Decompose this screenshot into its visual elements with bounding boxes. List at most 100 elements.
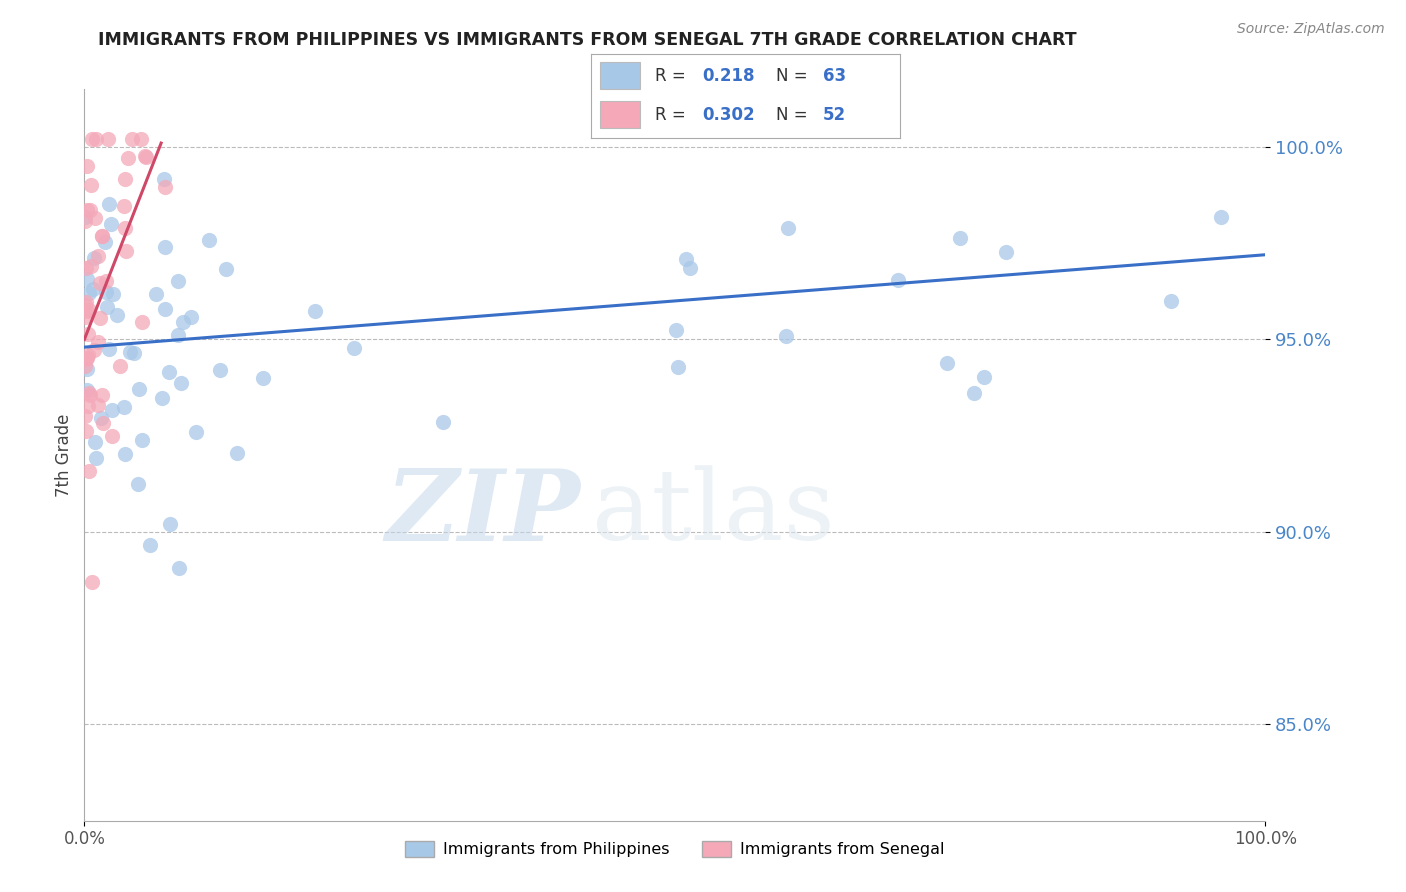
Point bbox=[97, 342, 120, 356]
Point bbox=[887, 273, 910, 287]
Point bbox=[80, 178, 103, 192]
Point bbox=[87, 249, 110, 263]
Point bbox=[1209, 210, 1232, 224]
Point bbox=[90, 388, 112, 402]
Point bbox=[76, 327, 98, 342]
Point bbox=[75, 211, 97, 225]
Point bbox=[432, 415, 454, 429]
Point bbox=[666, 359, 689, 374]
Point bbox=[77, 303, 100, 318]
Point bbox=[157, 365, 180, 379]
Point bbox=[963, 386, 986, 401]
Point bbox=[75, 409, 97, 424]
Point bbox=[225, 446, 247, 460]
Point bbox=[75, 359, 97, 374]
Point bbox=[97, 132, 120, 146]
Point bbox=[131, 434, 153, 448]
Point bbox=[122, 346, 145, 360]
Point bbox=[96, 300, 118, 314]
Point bbox=[86, 451, 108, 466]
Point bbox=[76, 202, 98, 217]
Point bbox=[79, 203, 101, 218]
Point bbox=[100, 217, 122, 231]
Point bbox=[167, 274, 190, 288]
Point bbox=[87, 398, 110, 412]
Point bbox=[77, 385, 100, 400]
Text: Source: ZipAtlas.com: Source: ZipAtlas.com bbox=[1237, 22, 1385, 37]
Point bbox=[1160, 294, 1182, 309]
Point bbox=[100, 429, 122, 443]
Point bbox=[135, 150, 157, 164]
Point bbox=[139, 538, 162, 552]
Legend: Immigrants from Philippines, Immigrants from Senegal: Immigrants from Philippines, Immigrants … bbox=[399, 835, 950, 863]
Point bbox=[76, 384, 98, 398]
Point bbox=[87, 335, 110, 350]
Point bbox=[215, 261, 238, 276]
Point bbox=[118, 345, 141, 359]
Point bbox=[172, 315, 194, 329]
Text: 52: 52 bbox=[823, 105, 845, 123]
Point bbox=[73, 298, 96, 312]
Point bbox=[127, 477, 149, 491]
Point bbox=[101, 286, 124, 301]
Point bbox=[112, 199, 135, 213]
Point bbox=[76, 159, 98, 173]
Point bbox=[108, 359, 131, 374]
Point bbox=[83, 343, 105, 357]
Point bbox=[73, 214, 96, 228]
Text: 0.218: 0.218 bbox=[702, 67, 755, 85]
Text: R =: R = bbox=[655, 67, 692, 85]
Point bbox=[79, 387, 101, 401]
Text: 63: 63 bbox=[823, 67, 845, 85]
Text: ZIP: ZIP bbox=[385, 466, 581, 562]
Point bbox=[75, 351, 97, 366]
Point bbox=[180, 310, 202, 325]
Point bbox=[208, 363, 231, 377]
Point bbox=[76, 361, 98, 376]
Point bbox=[115, 244, 138, 259]
Point bbox=[80, 574, 103, 589]
Point bbox=[98, 196, 121, 211]
Point bbox=[75, 424, 97, 438]
Point bbox=[82, 282, 104, 296]
Point bbox=[79, 286, 101, 301]
Point bbox=[166, 327, 188, 342]
Point bbox=[75, 294, 97, 309]
Point bbox=[994, 244, 1017, 259]
Point bbox=[776, 221, 799, 235]
Point bbox=[153, 171, 176, 186]
Y-axis label: 7th Grade: 7th Grade bbox=[55, 413, 73, 497]
Point bbox=[76, 351, 98, 365]
Point bbox=[131, 315, 153, 329]
Point bbox=[76, 399, 98, 413]
Point bbox=[128, 382, 150, 396]
Point bbox=[80, 132, 103, 146]
Point bbox=[117, 151, 139, 165]
Text: N =: N = bbox=[776, 67, 813, 85]
Point bbox=[131, 132, 153, 146]
Point bbox=[84, 434, 107, 449]
Point bbox=[775, 329, 797, 343]
Point bbox=[77, 464, 100, 478]
Point bbox=[114, 447, 136, 461]
Point bbox=[675, 252, 697, 267]
Point bbox=[80, 259, 103, 273]
Point bbox=[76, 271, 98, 285]
Point bbox=[89, 311, 111, 326]
Point bbox=[170, 376, 193, 390]
Point bbox=[145, 286, 167, 301]
Point bbox=[91, 228, 114, 243]
Point bbox=[973, 369, 995, 384]
Point bbox=[665, 323, 688, 337]
FancyBboxPatch shape bbox=[600, 62, 640, 89]
Point bbox=[121, 132, 143, 146]
Text: IMMIGRANTS FROM PHILIPPINES VS IMMIGRANTS FROM SENEGAL 7TH GRADE CORRELATION CHA: IMMIGRANTS FROM PHILIPPINES VS IMMIGRANT… bbox=[98, 31, 1077, 49]
Point bbox=[304, 303, 326, 318]
Point bbox=[114, 171, 136, 186]
Point bbox=[76, 304, 98, 318]
Point bbox=[949, 231, 972, 245]
Point bbox=[114, 220, 136, 235]
Point bbox=[155, 179, 177, 194]
Point bbox=[100, 402, 122, 417]
FancyBboxPatch shape bbox=[600, 101, 640, 128]
